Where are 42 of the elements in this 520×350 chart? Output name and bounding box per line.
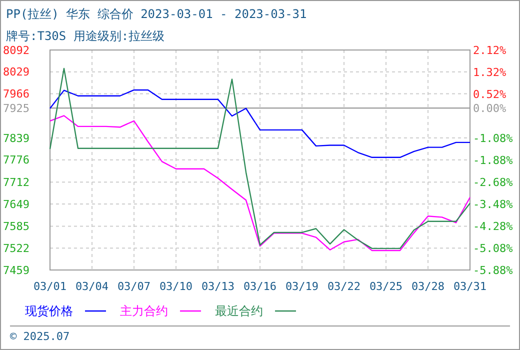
y2-tick-label: -4.28% <box>473 220 514 233</box>
legend-label: 主力合约 <box>120 304 168 318</box>
legend-label: 现货价格 <box>25 304 73 318</box>
line-series <box>49 68 471 250</box>
line-series <box>49 89 471 158</box>
x-tick-label: 03/01 <box>33 280 67 293</box>
line-series <box>49 115 471 252</box>
y2-tick-label: 0.52% <box>473 88 506 101</box>
y2-tick-label: -5.08% <box>473 242 514 255</box>
y-tick-label: 7649 <box>3 198 30 211</box>
y2-tick-label: -3.48% <box>473 198 514 211</box>
text: © 2025.07 <box>10 330 70 343</box>
y2-tick-label: -5.88% <box>473 264 514 277</box>
y-tick-label: 7839 <box>3 132 30 145</box>
y2-tick-label: -2.68% <box>473 176 514 189</box>
x-tick-label: 03/28 <box>411 280 445 293</box>
y-tick-label: 7459 <box>3 264 30 277</box>
legend-label: 最近合约 <box>215 304 263 318</box>
x-tick-label: 03/31 <box>453 280 487 293</box>
y2-tick-label: -1.88% <box>473 154 514 167</box>
y-tick-label: 7925 <box>3 102 30 115</box>
x-tick-label: 03/10 <box>159 280 193 293</box>
y-tick-label: 8029 <box>3 66 30 79</box>
y-tick-label: 7585 <box>3 220 30 234</box>
x-tick-label: 03/16 <box>243 280 277 293</box>
x-tick-label: 03/07 <box>117 280 151 293</box>
y-tick-label: 7712 <box>3 176 30 189</box>
y-tick-label: 8092 <box>3 44 30 57</box>
y-tick-label: 7522 <box>3 242 30 255</box>
y2-tick-label: 1.32% <box>473 66 506 79</box>
x-tick-label: 03/19 <box>285 280 319 293</box>
chart-subtitle: 牌号:T30S 用途级别:拉丝级 <box>6 29 165 43</box>
y2-tick-label: 0.00% <box>473 102 506 116</box>
y2-tick-label: 2.12% <box>473 44 506 57</box>
x-tick-label: 03/13 <box>201 280 235 293</box>
y-tick-label: 7776 <box>3 154 30 167</box>
x-tick-label: 03/25 <box>369 280 403 293</box>
y-tick-label: 7966 <box>3 88 30 101</box>
x-tick-label: 03/04 <box>75 280 109 293</box>
x-tick-label: 03/22 <box>327 280 361 293</box>
y2-tick-label: -1.08% <box>473 132 514 145</box>
chart-title: PP(拉丝) 华东 综合价 2023-03-01 - 2023-03-31 <box>6 7 307 21</box>
